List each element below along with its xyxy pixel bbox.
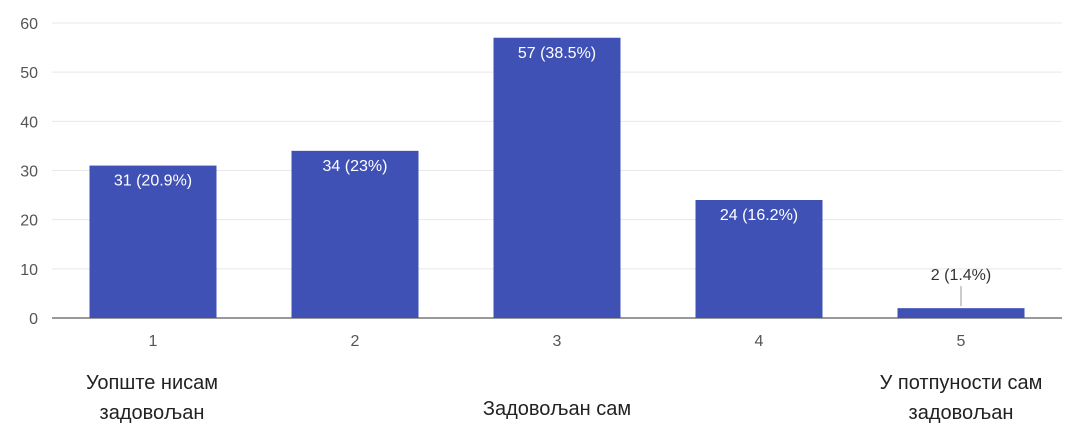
- bar: [89, 165, 217, 318]
- caption-left-line-2: задовољан: [99, 402, 205, 424]
- bar: [291, 150, 419, 318]
- x-tick-label: 3: [553, 333, 562, 350]
- bar: [695, 200, 823, 318]
- y-tick-label: 10: [20, 262, 38, 279]
- caption-left: Уопште нисам задовољан: [52, 368, 252, 428]
- bar-data-label: 2 (1.4%): [931, 267, 991, 284]
- caption-left-line-1: Уопште нисам: [85, 372, 219, 394]
- y-tick-label: 60: [20, 16, 38, 33]
- caption-middle: Задовољан сам: [437, 394, 677, 424]
- x-tick-label: 2: [351, 333, 360, 350]
- caption-middle-line-1: Задовољан сам: [482, 398, 632, 420]
- x-tick-label: 1: [149, 333, 158, 350]
- bar-data-label: 24 (16.2%): [720, 207, 798, 224]
- bar-data-label: 57 (38.5%): [518, 45, 596, 62]
- bar-data-label: 34 (23%): [323, 158, 388, 175]
- caption-right-line-1: У потпуности сам: [879, 372, 1043, 394]
- y-tick-label: 20: [20, 213, 38, 230]
- bar: [897, 308, 1025, 318]
- y-tick-label: 40: [20, 114, 38, 131]
- x-tick-label: 5: [957, 333, 966, 350]
- y-tick-label: 30: [20, 164, 38, 181]
- x-tick-label: 4: [755, 333, 764, 350]
- y-tick-label: 50: [20, 65, 38, 82]
- bar: [493, 37, 621, 318]
- y-tick-label: 0: [29, 311, 38, 328]
- bar-data-label: 31 (20.9%): [114, 173, 192, 190]
- caption-right-line-2: задовољан: [908, 402, 1014, 424]
- caption-right: У потпуности сам задовољан: [855, 368, 1067, 428]
